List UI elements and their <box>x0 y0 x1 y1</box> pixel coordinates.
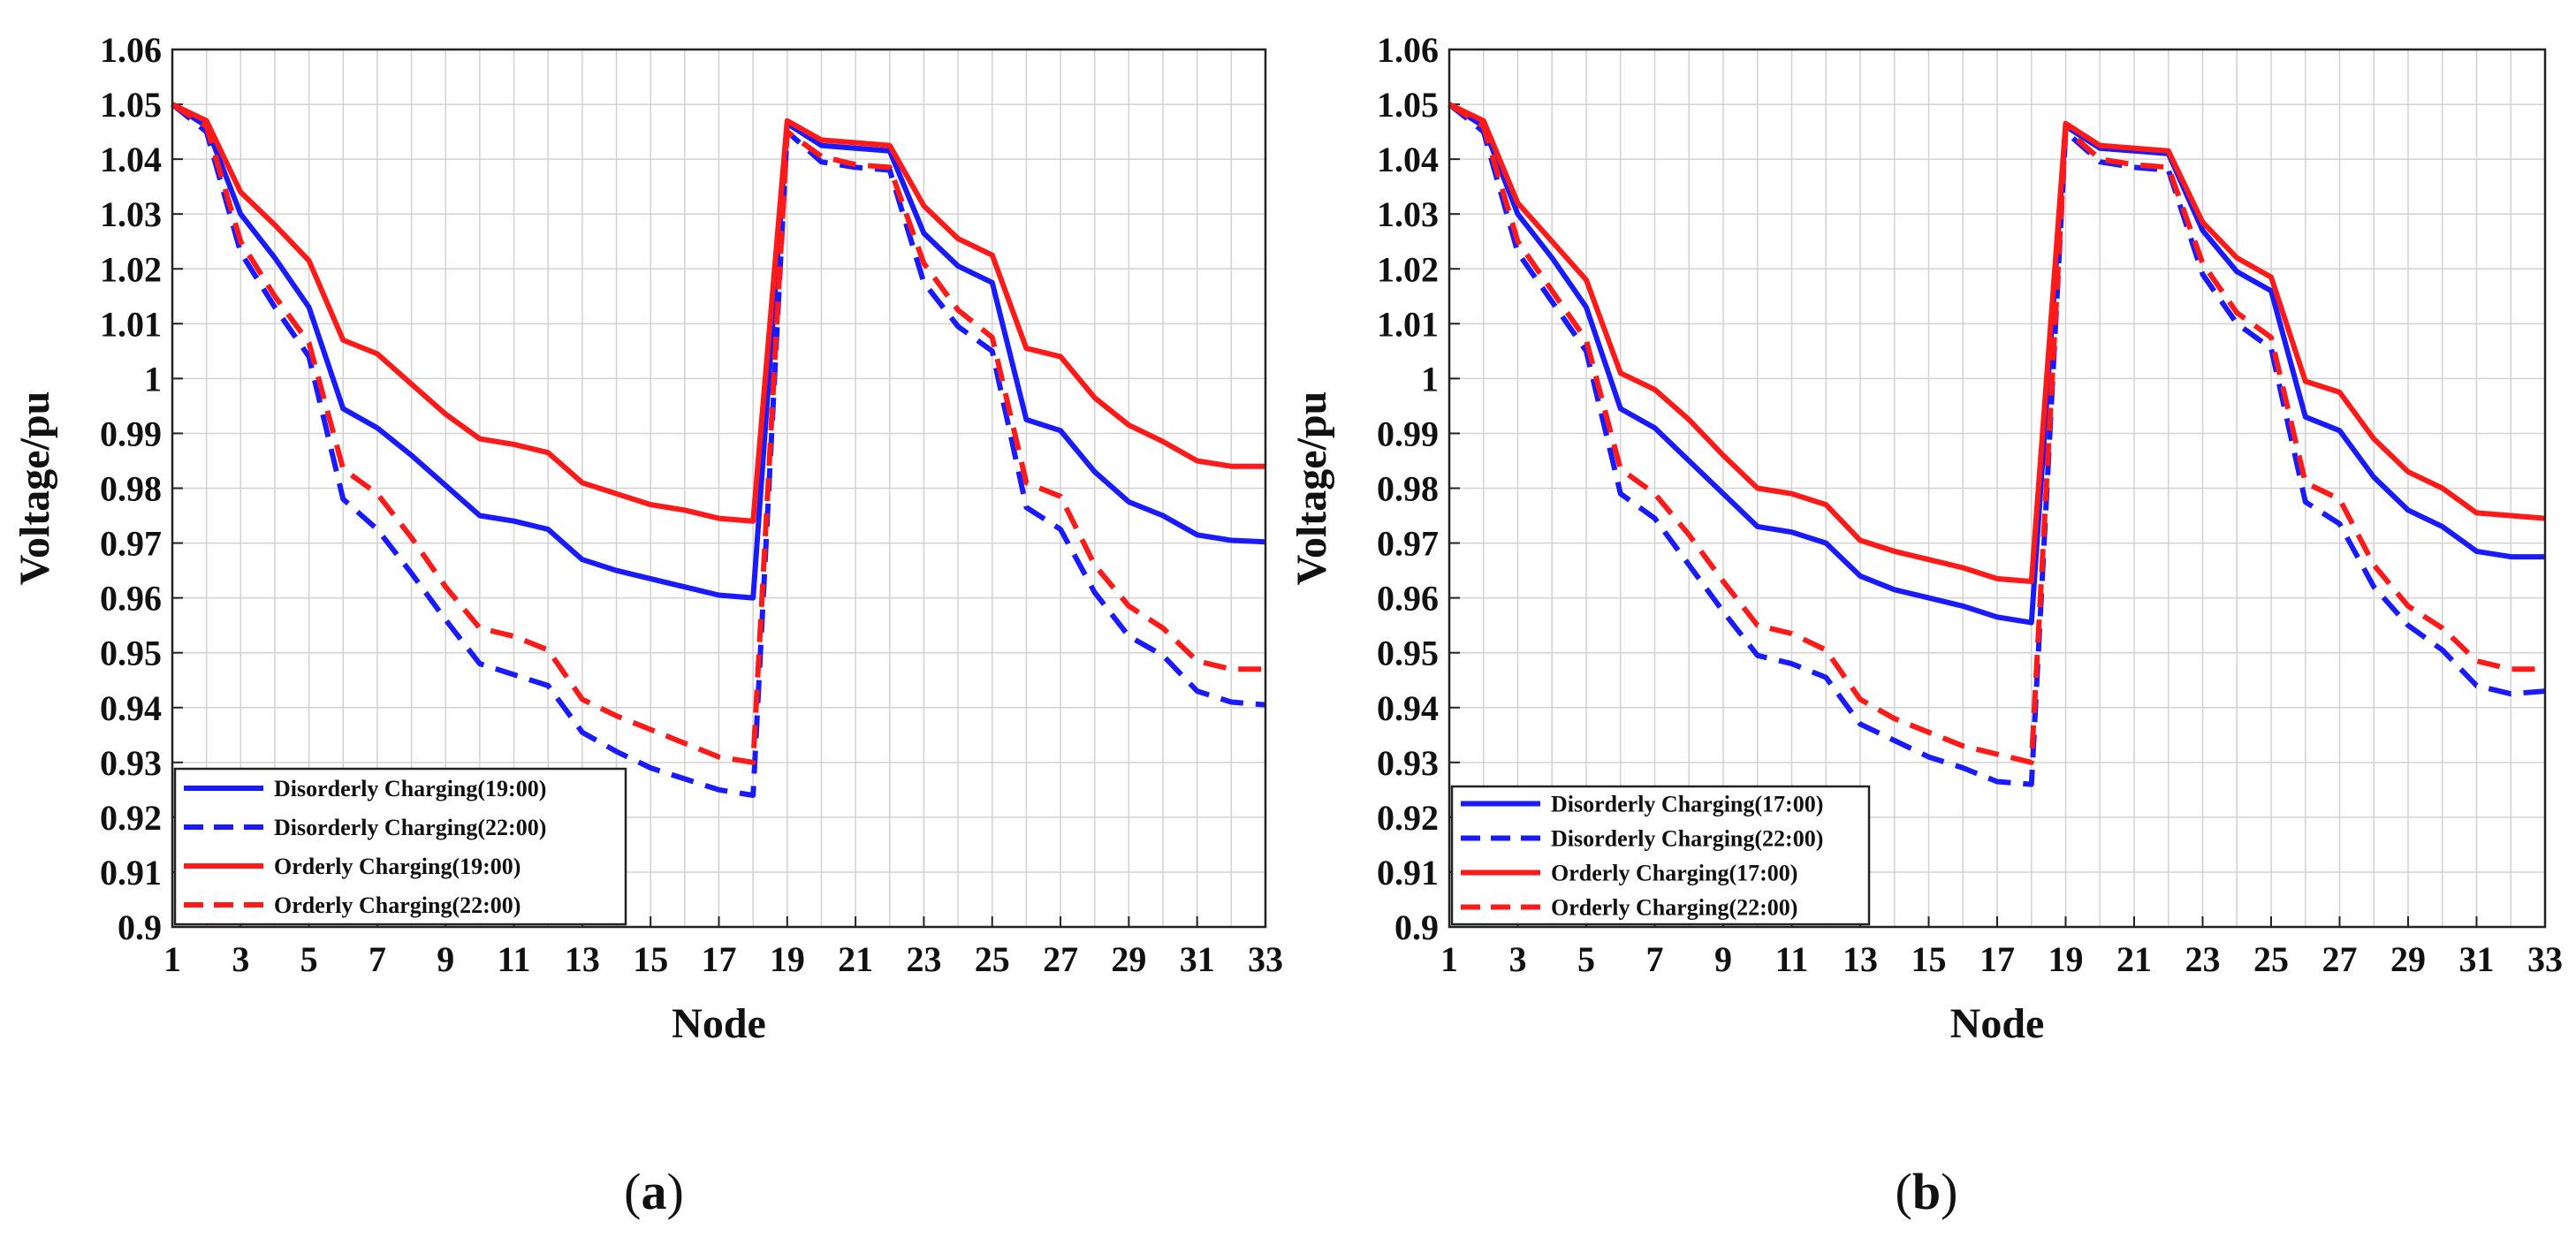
x-tick-label: 27 <box>2322 939 2358 979</box>
x-tick-label: 29 <box>1111 939 1146 979</box>
x-tick-label: 31 <box>2459 939 2495 979</box>
y-tick-label: 0.94 <box>1377 688 1439 728</box>
y-tick-label: 1.02 <box>1377 249 1439 289</box>
y-tick-label: 0.91 <box>1377 853 1439 892</box>
x-tick-label: 1 <box>163 939 181 979</box>
panel-label: (b) <box>1896 1163 1958 1220</box>
x-tick-label: 11 <box>1775 939 1809 979</box>
x-tick-label: 9 <box>437 939 454 979</box>
series-line-orderly-charging-22-00 <box>1448 102 2545 765</box>
y-tick-label: 1.03 <box>100 194 162 234</box>
legend-box <box>173 767 627 926</box>
x-tick-label: 1 <box>1440 939 1458 979</box>
y-tick-label: 0.97 <box>100 524 162 564</box>
legend-box <box>1450 785 1871 926</box>
y-tick-label: 1.06 <box>1377 30 1439 70</box>
y-tick-label: 1.05 <box>1377 85 1439 125</box>
series-line-disorderly-charging-22-00 <box>1448 102 2546 787</box>
panel-label: (a) <box>624 1163 684 1220</box>
y-tick-label: 0.98 <box>1377 469 1439 509</box>
y-tick-label: 1.03 <box>1377 194 1439 234</box>
x-tick-label: 11 <box>498 939 531 979</box>
x-tick-label: 13 <box>1843 939 1878 979</box>
x-tick-label: 15 <box>633 939 668 979</box>
y-tick-label: 0.9 <box>1394 908 1439 947</box>
x-tick-label: 3 <box>232 939 249 979</box>
series-line-disorderly-charging-19-00 <box>171 102 1266 601</box>
x-tick-label: 33 <box>2527 939 2563 979</box>
legend-label: Disorderly Charging(22:00) <box>274 815 546 840</box>
y-tick-label: 0.99 <box>100 414 162 453</box>
y-tick-label: 0.94 <box>100 688 162 728</box>
legend-label: Disorderly Charging(19:00) <box>274 776 546 801</box>
legend: Disorderly Charging(19:00) Disorderly Cha… <box>173 767 627 926</box>
x-tick-label: 5 <box>1577 939 1595 979</box>
legend-label: Orderly Charging(22:00) <box>274 892 521 918</box>
y-tick-label: 1.05 <box>100 85 162 125</box>
x-tick-label: 27 <box>1043 939 1078 979</box>
legend-label: Disorderly Charging(17:00) <box>1551 792 1823 817</box>
chart-panel-a: 1 3 5 7 9 11 13 15 17 19 21 23 25 27 29 31 330.90.910.92… <box>11 30 1283 1220</box>
series-line-orderly-charging-17-00 <box>1448 102 2546 584</box>
y-tick-label: 0.9 <box>118 908 162 947</box>
y-tick-label: 1 <box>144 359 162 399</box>
y-tick-label: 1.04 <box>1377 140 1439 179</box>
y-axis-title: Voltage/pu <box>11 391 58 586</box>
axes-frame <box>171 48 1267 929</box>
y-tick-label: 0.99 <box>1377 414 1439 453</box>
chart-panel-b: 1 3 5 7 9 11 13 15 17 19 21 23 25 27 29 31 330.90.910.92… <box>1288 30 2563 1220</box>
x-tick-label: 25 <box>2253 939 2289 979</box>
x-axis-title: Node <box>672 1000 766 1047</box>
x-tick-label: 21 <box>838 939 873 979</box>
x-tick-label: 3 <box>1509 939 1527 979</box>
y-tick-label: 1 <box>1421 359 1439 399</box>
legend-label: Orderly Charging(17:00) <box>1551 861 1797 886</box>
x-tick-label: 31 <box>1180 939 1215 979</box>
y-tick-label: 0.93 <box>100 743 162 783</box>
series-line-orderly-charging-19-00 <box>171 102 1265 524</box>
y-tick-label: 1.06 <box>100 30 162 70</box>
y-tick-label: 0.95 <box>1377 634 1439 673</box>
x-tick-label: 25 <box>975 939 1010 979</box>
x-axis-title: Node <box>1950 1000 2045 1047</box>
x-tick-label: 13 <box>565 939 600 979</box>
y-tick-label: 0.96 <box>100 579 162 619</box>
legend: Disorderly Charging(17:00) Disorderly Cha… <box>1450 785 1871 926</box>
y-tick-label: 0.93 <box>1377 743 1439 783</box>
y-tick-label: 0.92 <box>1377 798 1439 838</box>
x-tick-label: 7 <box>1646 939 1664 979</box>
series-line-disorderly-charging-17-00 <box>1448 102 2545 626</box>
x-tick-label: 17 <box>1979 939 2015 979</box>
series-line-disorderly-charging-22-00 <box>171 102 1266 798</box>
y-tick-label: 0.96 <box>1377 579 1439 619</box>
y-tick-label: 1.04 <box>100 140 162 179</box>
y-tick-label: 1.01 <box>100 304 162 344</box>
y-tick-label: 0.92 <box>100 798 162 838</box>
legend-label: Orderly Charging(19:00) <box>274 854 521 879</box>
legend-label: Disorderly Charging(22:00) <box>1551 826 1823 852</box>
x-tick-label: 9 <box>1714 939 1732 979</box>
x-tick-label: 23 <box>2185 939 2221 979</box>
y-tick-label: 1.01 <box>1377 304 1439 344</box>
x-tick-label: 15 <box>1911 939 1947 979</box>
y-axis-title: Voltage/pu <box>1288 391 1335 586</box>
x-tick-label: 5 <box>300 939 318 979</box>
series-line-orderly-charging-22-00 <box>171 102 1265 765</box>
x-tick-label: 23 <box>906 939 941 979</box>
x-tick-label: 33 <box>1248 939 1283 979</box>
y-tick-label: 0.98 <box>100 469 162 509</box>
y-tick-label: 0.97 <box>1377 524 1439 564</box>
x-tick-label: 21 <box>2116 939 2152 979</box>
legend-label: Orderly Charging(22:00) <box>1551 895 1797 921</box>
axes-frame <box>1448 48 2547 929</box>
x-tick-label: 19 <box>770 939 805 979</box>
y-tick-label: 0.95 <box>100 634 162 673</box>
x-tick-label: 29 <box>2390 939 2426 979</box>
y-tick-label: 1.02 <box>100 249 162 289</box>
y-tick-label: 0.91 <box>100 853 162 892</box>
x-tick-label: 19 <box>2048 939 2084 979</box>
x-tick-label: 7 <box>369 939 386 979</box>
x-tick-label: 17 <box>702 939 737 979</box>
